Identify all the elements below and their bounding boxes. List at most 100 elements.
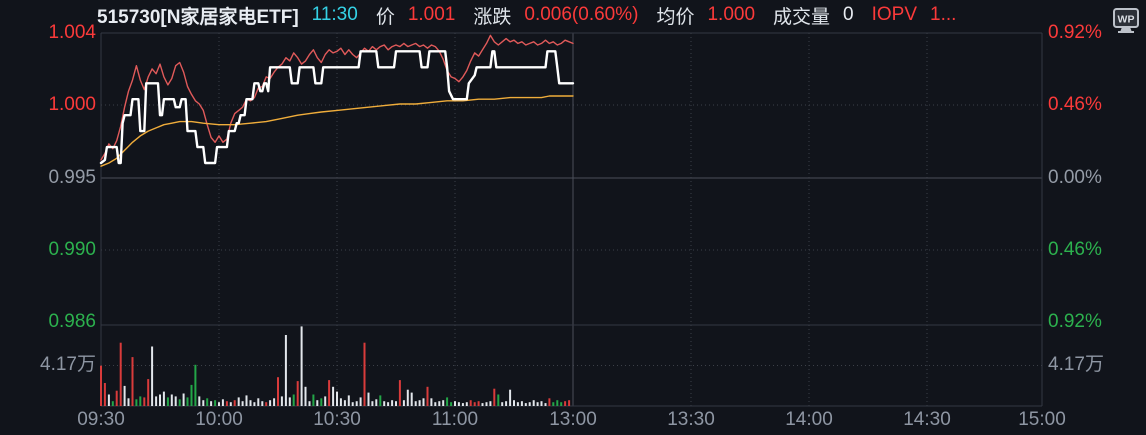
- volume-bar: [261, 401, 264, 406]
- volume-label: 成交量: [773, 6, 831, 28]
- volume-bar: [406, 389, 409, 406]
- time-axis-label: 10:30: [313, 409, 361, 430]
- volume-bar: [186, 397, 189, 406]
- volume-bar: [166, 397, 169, 406]
- price-axis-label: 0.990: [48, 239, 96, 260]
- volume-bar: [556, 400, 559, 406]
- volume-bar: [473, 402, 476, 406]
- volume-bar: [119, 342, 122, 406]
- price-label: 价: [375, 6, 395, 28]
- volume-bar: [198, 396, 201, 406]
- volume-bar: [513, 400, 515, 406]
- volume-axis-label-right: 4.17万: [1048, 354, 1104, 375]
- volume-bar: [387, 402, 390, 406]
- volume-bar: [414, 401, 417, 406]
- percent-axis-label: 0.92%: [1048, 311, 1102, 332]
- volume-bar: [438, 401, 441, 406]
- volume-bar: [308, 401, 311, 406]
- symbol-name: 515730[N家居家电ETF]: [97, 6, 299, 28]
- volume-bar: [202, 400, 205, 406]
- volume-bar: [383, 401, 386, 406]
- volume-bar: [182, 393, 185, 406]
- volume-bar: [359, 397, 362, 406]
- volume-bar: [505, 401, 508, 406]
- volume-bar: [410, 392, 413, 406]
- volume-bar: [155, 396, 158, 406]
- volume-value: 0: [843, 4, 854, 25]
- volume-bar: [135, 399, 138, 406]
- quote-header: 515730[N家居家电ETF] 11:30 价 1.001 涨跌 0.006(…: [0, 0, 1146, 30]
- volume-bar: [328, 380, 331, 406]
- avg-price-label: 均价: [656, 6, 695, 28]
- time-axis-label: 15:00: [1018, 409, 1066, 430]
- volume-bar: [395, 401, 397, 406]
- volume-bar: [233, 400, 236, 406]
- volume-bar: [493, 388, 496, 406]
- volume-bar: [528, 402, 531, 406]
- volume-bar: [351, 402, 354, 406]
- volume-bar: [552, 402, 555, 406]
- volume-bar: [402, 400, 405, 406]
- volume-bar: [477, 401, 480, 406]
- price-axis-label: 0.986: [48, 311, 96, 332]
- volume-bar: [107, 394, 110, 406]
- volume-bar: [210, 401, 213, 406]
- volume-bar: [218, 402, 220, 406]
- percent-axis-label: 0.46%: [1048, 94, 1102, 115]
- volume-bar: [221, 399, 224, 406]
- volume-bar: [332, 386, 335, 406]
- volume-bar: [481, 403, 484, 406]
- volume-bar: [489, 401, 492, 406]
- volume-bar: [178, 399, 181, 406]
- volume-bar: [300, 326, 303, 406]
- time-axis-label: 13:00: [549, 409, 597, 430]
- volume-bar: [371, 401, 374, 406]
- volume-bar: [111, 401, 114, 406]
- volume-bar: [544, 403, 547, 406]
- volume-bar: [245, 395, 248, 406]
- volume-bar: [280, 396, 283, 406]
- volume-bar: [509, 389, 512, 406]
- volume-bar: [269, 400, 272, 406]
- volume-bar: [214, 400, 217, 406]
- volume-bar: [434, 402, 437, 406]
- volume-bar: [194, 364, 197, 406]
- price_line: [99, 50, 575, 165]
- volume-bar: [426, 386, 429, 406]
- volume-bar: [131, 357, 134, 406]
- change-label: 涨跌: [473, 6, 512, 28]
- volume-bar: [123, 385, 126, 406]
- time-axis-label: 11:00: [431, 409, 479, 430]
- volume-bar: [469, 400, 472, 406]
- volume-bar: [355, 401, 358, 406]
- volume-bar: [143, 397, 146, 406]
- volume-bar: [516, 402, 519, 406]
- time-axis-label: 14:30: [903, 409, 951, 430]
- volume-bar: [277, 377, 279, 406]
- time-axis-label: 09:30: [77, 409, 125, 430]
- price-axis-label: 1.000: [48, 94, 96, 115]
- volume-bar: [147, 379, 150, 406]
- volume-bar: [446, 397, 449, 406]
- volume-bar: [524, 403, 527, 406]
- volume-bar: [568, 400, 571, 406]
- volume-bar: [457, 402, 460, 406]
- volume-bar: [339, 398, 342, 406]
- percent-axis-label: 0.92%: [1048, 22, 1102, 43]
- change-value: 0.006(0.60%): [524, 4, 639, 25]
- time-axis-label: 13:30: [667, 409, 715, 430]
- percent-axis-label: 0.00%: [1048, 167, 1102, 188]
- volume-bar: [497, 394, 500, 406]
- volume-bar: [450, 402, 453, 406]
- volume-bar: [257, 398, 260, 406]
- volume-bar: [391, 400, 394, 406]
- volume-bar: [363, 342, 366, 406]
- volume-bar: [127, 398, 130, 406]
- volume-bar: [454, 401, 456, 406]
- avg-price-value: 1.000: [707, 4, 756, 25]
- volume-bar: [265, 402, 268, 406]
- volume-bar: [253, 402, 256, 406]
- volume-bar: [347, 395, 350, 406]
- volume-bar: [241, 401, 244, 406]
